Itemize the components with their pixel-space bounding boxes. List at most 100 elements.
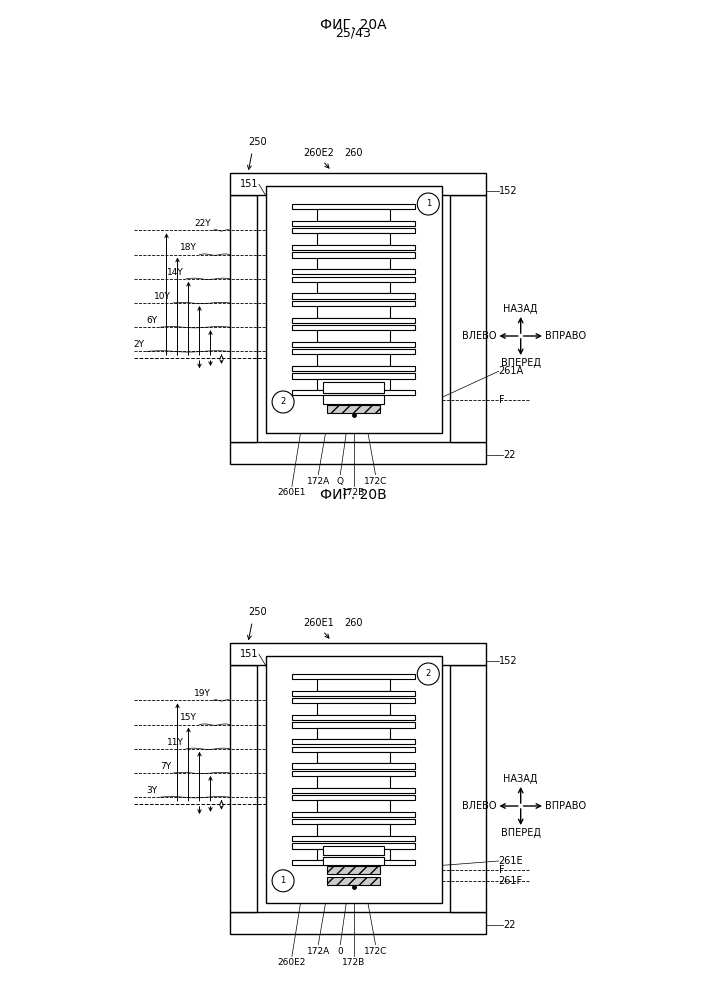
Bar: [292, 325, 415, 330]
Bar: [230, 912, 486, 934]
Text: 261E: 261E: [498, 856, 523, 866]
Bar: [292, 245, 415, 250]
Bar: [322, 857, 385, 865]
Text: 3Y: 3Y: [146, 786, 158, 795]
Text: 2: 2: [426, 670, 431, 678]
Bar: [292, 812, 415, 817]
Text: 260: 260: [344, 148, 363, 158]
Text: 14Y: 14Y: [168, 268, 184, 277]
Bar: [292, 390, 415, 395]
Text: 18Y: 18Y: [180, 243, 197, 252]
Bar: [317, 330, 390, 342]
Text: 7Y: 7Y: [160, 762, 171, 771]
Bar: [292, 204, 415, 209]
Text: 261A: 261A: [498, 366, 524, 376]
Text: 22Y: 22Y: [194, 219, 211, 228]
Bar: [230, 195, 257, 442]
Text: 250: 250: [248, 607, 267, 617]
Circle shape: [272, 870, 294, 892]
Bar: [450, 665, 486, 912]
Bar: [230, 643, 486, 665]
Circle shape: [417, 663, 439, 685]
Text: 15Y: 15Y: [180, 713, 197, 722]
Bar: [292, 349, 415, 354]
Bar: [292, 373, 415, 379]
Text: 1: 1: [426, 200, 431, 209]
Bar: [292, 860, 415, 865]
Text: ФИГ. 20А: ФИГ. 20А: [320, 18, 387, 32]
Bar: [317, 800, 390, 812]
Bar: [292, 763, 415, 769]
Text: 11Y: 11Y: [168, 738, 184, 747]
Bar: [230, 173, 486, 195]
Bar: [317, 824, 390, 836]
Text: 172B: 172B: [342, 958, 365, 967]
Text: F: F: [498, 865, 504, 875]
Text: 260: 260: [344, 618, 363, 628]
Bar: [292, 795, 415, 800]
Text: 25/43: 25/43: [336, 26, 371, 39]
Bar: [317, 379, 390, 390]
Bar: [450, 195, 486, 442]
Text: ВПЕРЕД: ВПЕРЕД: [501, 358, 541, 368]
Bar: [322, 382, 385, 393]
Bar: [317, 306, 390, 318]
Text: F: F: [498, 395, 504, 405]
Bar: [292, 252, 415, 258]
Text: 22: 22: [503, 920, 515, 930]
Text: 1: 1: [281, 876, 286, 885]
Text: 261F: 261F: [498, 876, 522, 886]
Bar: [317, 679, 390, 691]
Bar: [292, 269, 415, 274]
Text: 172A: 172A: [307, 477, 330, 486]
Circle shape: [417, 193, 439, 215]
Text: 2Y: 2Y: [134, 340, 144, 349]
Bar: [327, 405, 380, 413]
Bar: [292, 674, 415, 679]
Text: Q: Q: [337, 477, 344, 486]
Text: НАЗАД: НАЗАД: [503, 304, 538, 314]
Bar: [317, 703, 390, 715]
Bar: [317, 728, 390, 739]
Text: ВЛЕВО: ВЛЕВО: [462, 331, 496, 341]
Text: 172A: 172A: [307, 947, 330, 956]
Text: 152: 152: [498, 186, 518, 196]
Text: 152: 152: [498, 656, 518, 666]
Bar: [292, 318, 415, 323]
Text: 151: 151: [240, 649, 259, 659]
Text: 260E2: 260E2: [278, 958, 306, 967]
Bar: [292, 747, 415, 752]
Text: ВПЕРЕД: ВПЕРЕД: [501, 828, 541, 838]
Bar: [327, 866, 380, 874]
Text: 260E1: 260E1: [278, 488, 306, 497]
Bar: [292, 843, 415, 849]
Bar: [292, 836, 415, 841]
Bar: [292, 277, 415, 282]
Bar: [292, 788, 415, 793]
Bar: [317, 282, 390, 293]
Text: 0: 0: [337, 947, 343, 956]
Bar: [317, 354, 390, 366]
Bar: [317, 209, 390, 221]
Text: ФИГ. 20В: ФИГ. 20В: [320, 488, 387, 502]
Bar: [292, 691, 415, 696]
Bar: [317, 233, 390, 245]
Bar: [292, 771, 415, 776]
Bar: [292, 342, 415, 347]
Bar: [317, 752, 390, 763]
Bar: [292, 301, 415, 306]
Text: 172C: 172C: [364, 947, 387, 956]
Bar: [322, 395, 385, 404]
Bar: [317, 258, 390, 269]
Bar: [292, 366, 415, 371]
Bar: [230, 442, 486, 464]
Bar: [292, 739, 415, 744]
Circle shape: [272, 391, 294, 413]
Bar: [317, 776, 390, 788]
Bar: [292, 228, 415, 233]
Bar: [292, 715, 415, 720]
Text: НАЗАД: НАЗАД: [503, 774, 538, 784]
Bar: [317, 849, 390, 860]
Text: 10Y: 10Y: [154, 292, 171, 301]
Bar: [266, 186, 441, 433]
